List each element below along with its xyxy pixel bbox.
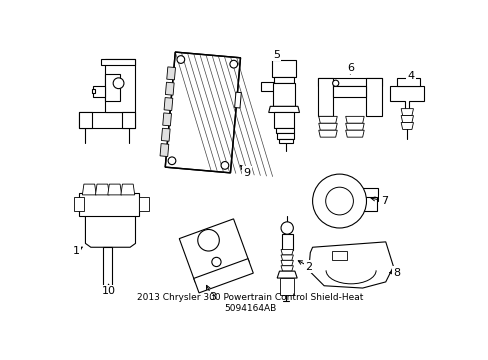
Polygon shape [95, 184, 109, 195]
Polygon shape [104, 59, 135, 112]
Polygon shape [79, 193, 139, 216]
Polygon shape [318, 116, 337, 123]
Polygon shape [122, 112, 135, 128]
Polygon shape [74, 197, 84, 211]
Polygon shape [234, 92, 241, 108]
Polygon shape [165, 52, 240, 173]
Bar [271, 60, 296, 77]
Polygon shape [345, 130, 364, 137]
Polygon shape [79, 112, 135, 128]
Polygon shape [91, 89, 95, 93]
Text: 6: 6 [346, 63, 353, 73]
Polygon shape [345, 116, 364, 123]
Circle shape [229, 60, 237, 68]
Circle shape [211, 257, 221, 266]
Bar [281, 234, 292, 249]
Text: 8: 8 [393, 267, 400, 278]
Polygon shape [400, 116, 413, 122]
Circle shape [197, 229, 219, 251]
Polygon shape [317, 78, 381, 86]
Polygon shape [165, 82, 174, 95]
Text: 10: 10 [102, 286, 115, 296]
Polygon shape [193, 258, 253, 293]
Polygon shape [164, 98, 172, 111]
Bar [273, 83, 294, 106]
Circle shape [281, 222, 293, 234]
Circle shape [325, 187, 353, 215]
Circle shape [177, 56, 184, 63]
Polygon shape [400, 109, 413, 116]
Circle shape [113, 78, 123, 89]
Polygon shape [341, 197, 376, 211]
Polygon shape [104, 74, 120, 101]
Text: 5: 5 [272, 50, 279, 60]
Polygon shape [166, 67, 175, 80]
Polygon shape [121, 184, 135, 195]
Bar [274, 77, 293, 83]
Text: 7: 7 [380, 196, 387, 206]
Polygon shape [318, 130, 337, 137]
Circle shape [221, 162, 228, 169]
Polygon shape [389, 86, 424, 109]
Polygon shape [281, 266, 293, 271]
Bar [331, 251, 346, 260]
Circle shape [332, 80, 338, 86]
Polygon shape [93, 86, 104, 97]
Polygon shape [333, 86, 366, 97]
Polygon shape [345, 123, 364, 130]
Polygon shape [101, 59, 135, 65]
Polygon shape [281, 249, 293, 255]
Text: 1: 1 [73, 246, 80, 256]
Polygon shape [163, 113, 171, 126]
Polygon shape [366, 78, 381, 116]
Polygon shape [85, 213, 135, 247]
Text: 4: 4 [407, 71, 414, 81]
Text: 2013 Chrysler 300 Powertrain Control Shield-Heat
5094164AB: 2013 Chrysler 300 Powertrain Control Shi… [137, 293, 363, 313]
Text: 3: 3 [208, 292, 216, 302]
Polygon shape [160, 144, 168, 157]
Polygon shape [308, 242, 393, 288]
Polygon shape [161, 128, 170, 141]
Polygon shape [281, 260, 293, 266]
Polygon shape [268, 106, 299, 112]
Bar [277, 132, 293, 139]
Bar [344, 203, 352, 211]
Polygon shape [261, 82, 274, 91]
Polygon shape [179, 219, 249, 282]
Polygon shape [396, 78, 420, 86]
Bar [274, 112, 293, 128]
Polygon shape [107, 184, 122, 195]
Text: 9: 9 [243, 167, 250, 177]
Polygon shape [400, 122, 413, 130]
Bar [278, 139, 292, 143]
Polygon shape [281, 255, 293, 260]
Polygon shape [139, 197, 148, 211]
Bar [103, 247, 112, 293]
Polygon shape [275, 128, 293, 132]
Polygon shape [339, 188, 377, 201]
Polygon shape [82, 184, 96, 195]
Bar [280, 278, 293, 295]
Polygon shape [277, 271, 297, 278]
Text: 2: 2 [305, 261, 312, 271]
Polygon shape [317, 78, 333, 116]
Circle shape [312, 174, 366, 228]
Polygon shape [79, 112, 91, 128]
Polygon shape [318, 123, 337, 130]
Circle shape [168, 157, 176, 165]
